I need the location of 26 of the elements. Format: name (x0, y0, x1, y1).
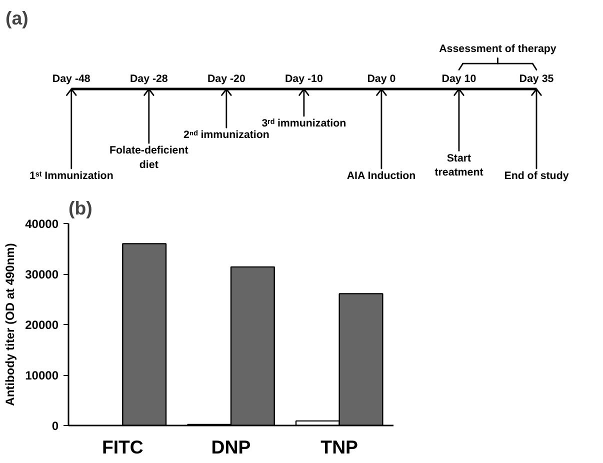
y-tick-label: 10000 (25, 368, 59, 382)
y-tick-label: 20000 (25, 318, 59, 332)
category-label: Day -10 (284, 73, 323, 86)
category-label: Day 10 (442, 73, 476, 86)
x-tick-label: DNP (211, 436, 251, 458)
chart-title: (b) (68, 198, 92, 218)
text: Start treatment (434, 152, 484, 179)
x-tick-label: FITC (102, 436, 144, 458)
category-label: Day -48 (52, 73, 90, 86)
y-tick-label: 40000 (25, 217, 59, 231)
x-tick-label: TNP (320, 436, 358, 458)
category-label: Day -28 (130, 73, 168, 86)
y-tick-label: 0 (52, 419, 59, 433)
y-axis-title: Antibody titer (OD at 490nm) (3, 243, 18, 406)
text: (a) (6, 8, 28, 28)
text: End of study (504, 170, 569, 182)
text: 2ⁿᵈ immunization (183, 129, 270, 142)
y-tick-label: 30000 (25, 268, 59, 282)
category-label: Day 35 (519, 73, 554, 86)
text: AIA Induction (346, 170, 416, 182)
category-label: Day -20 (207, 73, 246, 86)
text: 1ˢᵗ Immunization (29, 170, 114, 182)
category-label: Day 0 (367, 73, 396, 86)
text: Assessment of therapy (439, 43, 556, 56)
text: 3ʳᵈ immunization (262, 118, 346, 130)
text: Folate-deficient diet (110, 144, 188, 172)
